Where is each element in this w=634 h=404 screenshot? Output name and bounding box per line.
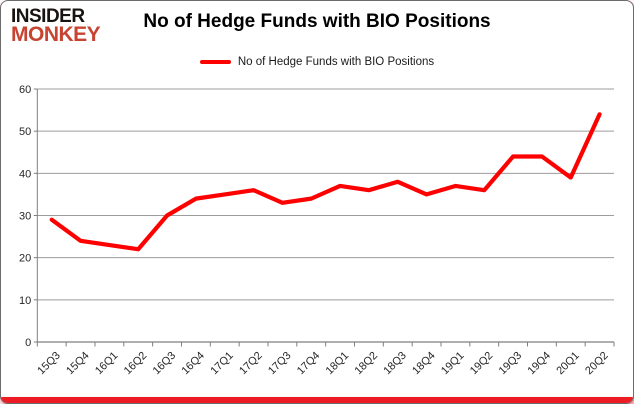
axis-ticks [33, 88, 615, 347]
svg-text:18Q2: 18Q2 [353, 350, 381, 378]
svg-text:16Q4: 16Q4 [179, 350, 207, 378]
svg-text:17Q1: 17Q1 [208, 350, 236, 378]
svg-text:10: 10 [19, 295, 31, 307]
logo-monkey-text: MONKEY [11, 23, 101, 47]
svg-text:50: 50 [19, 126, 31, 138]
svg-text:60: 60 [19, 84, 31, 96]
chart-title: No of Hedge Funds with BIO Positions [143, 11, 491, 32]
insider-monkey-logo: INSIDER MONKEY [11, 6, 101, 47]
svg-text:15Q4: 15Q4 [64, 350, 92, 378]
svg-text:20: 20 [19, 253, 31, 265]
y-axis-labels: 0 10 20 30 40 50 60 [19, 84, 31, 349]
series-line [49, 112, 602, 252]
svg-text:18Q1: 18Q1 [324, 350, 352, 378]
legend-line-swatch [199, 60, 231, 64]
svg-text:17Q3: 17Q3 [266, 350, 294, 378]
svg-text:16Q3: 16Q3 [151, 350, 179, 378]
x-axis-labels: 15Q3 15Q4 16Q1 16Q2 16Q3 16Q4 17Q1 17Q2 17Q3 17Q4… [35, 350, 610, 378]
svg-text:18Q3: 18Q3 [381, 350, 409, 378]
chart-legend: No of Hedge Funds with BIO Positions [1, 56, 633, 68]
legend-label: No of Hedge Funds with BIO Positions [237, 56, 435, 68]
logo-insider-text: INSIDER [11, 6, 85, 27]
svg-text:40: 40 [19, 168, 31, 180]
svg-text:16Q1: 16Q1 [93, 350, 121, 378]
svg-text:20Q2: 20Q2 [583, 350, 611, 378]
svg-text:17Q2: 17Q2 [237, 350, 265, 378]
svg-text:30: 30 [19, 211, 31, 223]
svg-text:0: 0 [25, 337, 31, 349]
svg-text:18Q4: 18Q4 [410, 350, 438, 378]
svg-text:15Q3: 15Q3 [35, 350, 63, 378]
svg-text:19Q2: 19Q2 [468, 350, 496, 378]
svg-text:16Q2: 16Q2 [122, 350, 150, 378]
svg-text:20Q1: 20Q1 [554, 350, 582, 378]
svg-text:19Q4: 19Q4 [526, 350, 554, 378]
svg-text:19Q1: 19Q1 [439, 350, 467, 378]
svg-text:17Q4: 17Q4 [295, 350, 323, 378]
bottom-red-bar [1, 397, 633, 403]
gridlines [37, 88, 614, 301]
svg-text:19Q3: 19Q3 [497, 350, 525, 378]
